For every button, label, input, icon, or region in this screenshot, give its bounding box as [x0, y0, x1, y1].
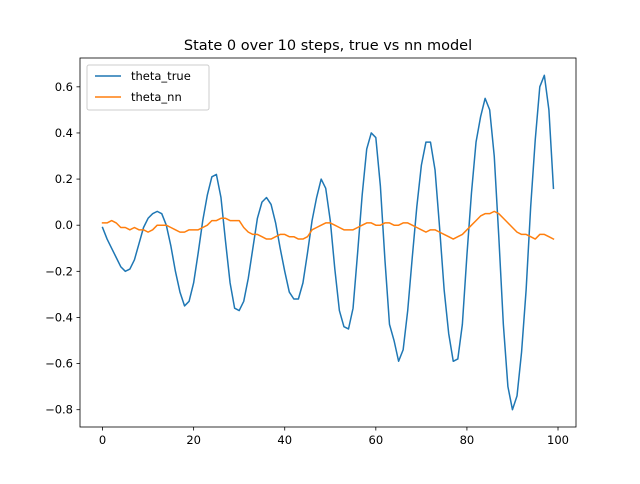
y-tick-label: 0.0: [55, 218, 73, 232]
x-tick-label: 40: [277, 433, 292, 447]
plot-area-frame: [79, 57, 577, 428]
series-line-theta-true: [101, 74, 555, 411]
series-line-theta-nn: [101, 210, 555, 241]
x-axis: 0 20 40 60 80 100: [99, 427, 569, 447]
x-tick-label: 20: [186, 433, 201, 447]
y-tick-label: 0.2: [55, 172, 73, 186]
y-tick-label: 0.4: [55, 126, 73, 140]
x-tick-label: 100: [547, 433, 569, 447]
y-tick-label: −0.8: [45, 403, 73, 417]
series-layer: [101, 74, 555, 411]
y-tick-label: 0.6: [55, 80, 73, 94]
legend: theta_true theta_nn: [86, 64, 210, 111]
x-tick-label: 80: [460, 433, 475, 447]
y-tick-label: −0.4: [45, 310, 73, 324]
y-tick-label: −0.6: [45, 357, 73, 371]
y-axis: −0.8 −0.6 −0.4 −0.2 0.0 0.2 0.4 0.6: [45, 80, 80, 417]
y-tick-label: −0.2: [45, 264, 73, 278]
legend-label-theta-true: theta_true: [131, 69, 191, 83]
x-tick-label: 0: [99, 433, 106, 447]
x-tick-label: 60: [369, 433, 384, 447]
chart-title: State 0 over 10 steps, true vs nn model: [184, 38, 472, 54]
legend-label-theta-nn: theta_nn: [131, 90, 182, 104]
